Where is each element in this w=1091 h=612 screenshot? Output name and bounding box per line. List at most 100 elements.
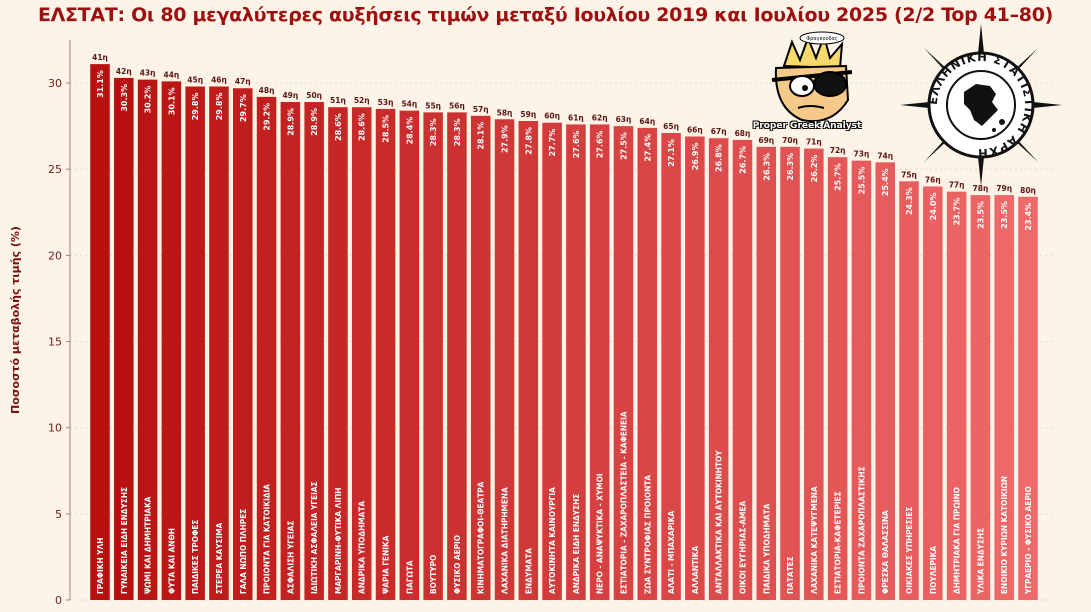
bar [923,186,943,600]
data-label: 25.7% [834,163,843,191]
data-label: 26.8% [715,144,724,172]
category-label: ΒΟΥΤΥΡΟ [428,555,438,594]
bar [994,195,1014,601]
rank-label: 64η [639,117,655,126]
data-label: 30.1% [167,87,176,115]
rank-label: 60η [544,112,560,121]
rank-label: 63η [616,115,632,124]
rank-label: 73η [854,150,870,159]
bars-layer: 41η 31.1% ΓΡΑΦΙΚΗ ΥΛΗ 42η 30.3% ΓΥΝΑΙΚΕΙΑ ΕΙΔ… [90,53,1038,601]
data-label: 23.5% [976,201,985,229]
category-label: ΦΥΣΙΚΟ ΑΕΡΙΟ [452,535,462,594]
rank-label: 55η [425,101,441,110]
y-tick-label: 5 [55,508,62,521]
bar [518,120,539,600]
category-label: ΨΑΡΙΑ ΓΕΝΙΚΑ [381,535,391,594]
data-label: 29.8% [215,93,224,121]
bar [137,79,158,601]
rank-label: 80η [1020,186,1036,195]
data-label: 27.6% [596,130,605,158]
rank-label: 71η [806,138,822,147]
data-label: 27.8% [524,127,533,155]
data-label: 26.3% [786,153,795,181]
rank-label: 69η [758,136,774,145]
bar [661,133,681,601]
data-label: 27.9% [501,125,510,153]
rank-label: 41η [92,53,108,62]
y-tick-label: 10 [48,422,62,435]
bar [256,96,277,600]
y-axis: 0 5 10 15 20 25 30 [48,40,71,607]
bar [804,148,824,601]
data-label: 26.3% [762,153,771,181]
rank-label: 70η [782,136,798,145]
bar [685,136,705,600]
data-label: 28.6% [334,113,343,141]
rank-label: 78η [973,184,989,193]
y-tick-label: 15 [48,336,62,349]
rank-label: 58η [497,108,513,117]
rank-label: 56η [449,101,465,110]
category-label: ΠΡΟΙΟΝΤΑ ΖΑΧΑΡΟΠΛΑΣΤΙΚΗΣ [856,466,866,594]
rank-label: 53η [378,98,394,107]
category-label: ΥΓΡΑΕΡΙΟ - ΦΥΣΙΚΟ ΑΕΡΙΟ [1023,486,1033,595]
bar [899,181,919,601]
rank-label: 61η [568,113,584,122]
bar [447,112,467,600]
rank-label: 45η [187,76,203,85]
data-label: 28.9% [310,108,319,136]
category-label: ΠΡΟΙΟΝΤΑ ΓΙΑ ΚΑΤΟΙΚΙΔΙΑ [262,484,272,594]
analyst-logo-icon: Φραγκούδας [771,31,853,122]
rank-label: 42η [116,67,132,76]
data-label: 28.3% [453,118,462,146]
data-label: 29.8% [191,93,200,121]
rank-label: 66η [687,125,703,134]
category-label: ΥΛΙΚΑ ΕΝΔΥΣΗΣ [975,528,985,595]
category-label: ΟΙΚΙΑΚΕΣ ΥΠΗΡΕΣΙΕΣ [904,507,914,594]
data-label: 26.9% [691,142,700,170]
category-label: ΑΝΔΡΙΚΑ ΕΙΔΗ ΕΝΔΥΣΗΣ [571,494,581,594]
y-tick-label: 30 [48,77,62,90]
category-label: ΝΕΡΟ - ΑΝΑΨΥΚΤΙΚΑ - ΧΥΜΟΙ [595,473,605,594]
category-label: ΔΗΜΗΤΡΙΑΚΑ ΓΙΑ ΠΡΩΙΝΟ [952,487,962,594]
category-label: ΛΑΧΑΝΙΚΑ ΚΑΤΕΨΥΓΜΕΝΑ [809,486,819,594]
data-label: 29.2% [263,103,272,131]
category-label: ΕΣΤΙΑΤΟΡΙΑ - ΖΑΧΑΡΟΠΛΑΣΤΕΙΑ - ΚΑΦΕΝΕΙΑ [618,411,628,594]
bar [114,77,134,600]
category-label: ΑΛΛΑΝΤΙΚΑ [690,546,700,594]
category-label: ΓΡΑΦΙΚΗ ΥΛΗ [95,538,105,594]
rank-label: 59η [520,110,536,119]
rank-label: 57η [473,105,489,114]
data-label: 26.7% [738,146,747,174]
rank-label: 72η [830,146,846,155]
category-label: ΙΔΙΩΤΙΚΗ ΑΣΦΑΛΕΙΑ ΥΓΕΙΑΣ [309,481,319,594]
bar [399,110,420,601]
rank-label: 65η [663,122,679,131]
bar [756,146,777,601]
rank-label: 43η [140,69,156,78]
bar [827,157,848,600]
data-label: 28.3% [429,118,438,146]
data-label: 30.2% [144,86,153,114]
data-label: 28.1% [477,122,486,150]
bar [851,160,872,600]
bar [470,115,491,601]
data-label: 23.5% [1000,201,1009,229]
rank-label: 44η [163,70,179,79]
data-label: 23.7% [953,198,962,226]
bar [637,127,658,600]
bar [328,107,348,600]
category-label: ΕΝΔΥΜΑΤΑ [523,548,533,594]
rank-label: 67η [711,127,727,136]
category-label: ΑΥΤΟΚΙΝΗΤΑ ΚΑΙΝΟΥΡΓΙΑ [547,487,557,594]
data-label: 26.2% [810,155,819,183]
rank-label: 76η [925,175,941,184]
bar [161,81,182,601]
y-tick-label: 0 [55,594,62,607]
category-label: ΜΑΡΓΑΡΙΝΗ-ΦΥΤΙΚΑ ΛΙΠΗ [333,488,343,594]
category-label: ΚΙΝΗΜΑΤΟΓΡΑΦΟΙ-ΘΕΑΤΡΑ [476,481,486,594]
bar [423,112,443,600]
bar [304,102,324,601]
data-label: 24.3% [905,187,914,215]
